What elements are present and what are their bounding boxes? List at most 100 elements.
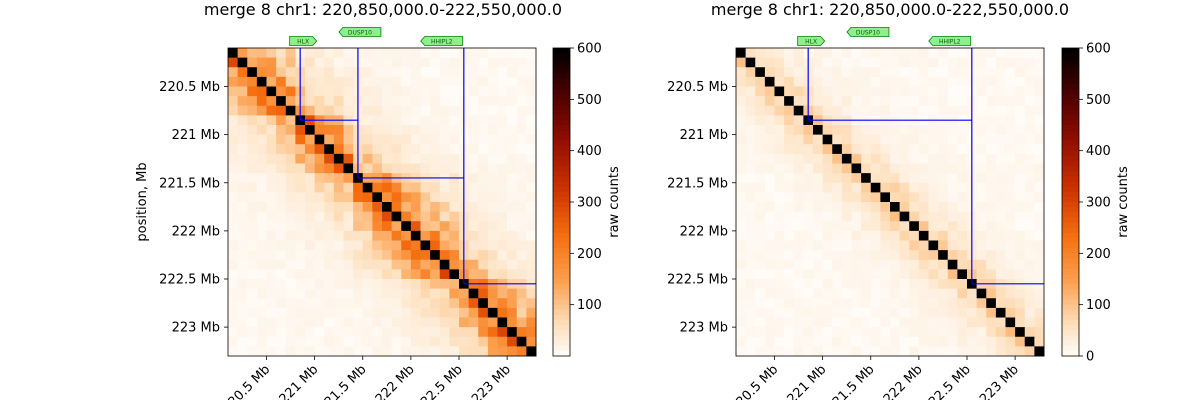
heatmap-cell [736,48,747,59]
heatmap-cell [237,144,248,155]
heatmap-cell [228,57,239,68]
heatmap-cell [832,307,843,318]
colorbar-tick-label: 400 [1086,144,1111,159]
heatmap-cell [918,144,929,155]
heatmap-cell [870,163,881,174]
heatmap-cell [764,269,775,280]
heatmap-cell [439,221,450,232]
heatmap-cell [1034,211,1045,222]
heatmap-cell [957,48,968,59]
colorbar-segment [1062,119,1079,126]
heatmap-cell [497,182,508,193]
heatmap-cell [324,346,335,357]
heatmap-cell [478,182,489,193]
heatmap-cell [487,86,498,97]
heatmap-cell [976,259,987,270]
heatmap-cell [305,307,316,318]
gene-label: DUSP10 [856,29,880,36]
heatmap-cell [333,230,344,241]
heatmap-cell [276,259,287,270]
heatmap-cell [764,76,775,87]
heatmap-cell [764,115,775,126]
heatmap-cell [841,144,852,155]
heatmap-cell [841,230,852,241]
heatmap-cell [497,48,508,59]
heatmap-cell [401,57,412,68]
heatmap-cell [736,192,747,203]
heatmap-cell [372,96,383,107]
heatmap-cell [449,288,460,299]
heatmap-cell [736,57,747,68]
gene-label: HHIPL2 [431,38,453,45]
heatmap-cell [841,57,852,68]
colorbar-segment [1062,78,1079,85]
heatmap-cell [228,134,239,145]
heatmap-cell [372,57,383,68]
heatmap-cell [516,153,527,164]
heatmap-cell [1034,86,1045,97]
heatmap-cell [247,144,258,155]
heatmap-cell [938,67,949,78]
heatmap-cell [285,250,296,261]
heatmap-cell [343,125,354,136]
heatmap-cell [401,211,412,222]
heatmap-cell [899,230,910,241]
heatmap-cell [832,288,843,299]
heatmap-cell [947,48,958,59]
colorbar-tick-label: 0 [1086,350,1094,365]
heatmap-cell [362,76,373,87]
heatmap-cell [401,307,412,318]
heatmap-cell [870,134,881,145]
heatmap-cell [976,153,987,164]
heatmap-cell [507,346,518,357]
heatmap-cell [516,336,527,347]
heatmap-cell [774,173,785,184]
colorbar-segment [553,232,570,239]
heatmap-cell [1015,288,1026,299]
heatmap-cell [314,192,325,203]
heatmap-cell [324,259,335,270]
heatmap-cell [487,182,498,193]
heatmap-cell [410,317,421,328]
heatmap-cell [478,76,489,87]
heatmap-cell [526,259,537,270]
heatmap-cell [784,76,795,87]
heatmap-cell [1024,221,1035,232]
heatmap-cell [285,259,296,270]
heatmap-cell [497,317,508,328]
heatmap-cell [745,67,756,78]
heatmap-cell [822,96,833,107]
heatmap-cell [986,211,997,222]
heatmap-cell [324,317,335,328]
heatmap-cell [333,279,344,290]
heatmap-cell [957,269,968,280]
heatmap-cell [880,86,891,97]
heatmap-cell [890,182,901,193]
heatmap-cell [372,76,383,87]
heatmap-cell [822,182,833,193]
heatmap-cell [391,153,402,164]
heatmap-cell [439,211,450,222]
heatmap-cell [1015,115,1026,126]
heatmap-cell [382,250,393,261]
heatmap-cell [487,211,498,222]
heatmap-cell [774,221,785,232]
heatmap-cell [784,240,795,251]
heatmap-cell [841,259,852,270]
heatmap-cell [813,298,824,309]
heatmap-cell [324,279,335,290]
heatmap-cell [1034,134,1045,145]
heatmap-cell [745,115,756,126]
heatmap-cell [813,182,824,193]
heatmap-cell [314,336,325,347]
heatmap-cell [774,134,785,145]
heatmap-cell [324,192,335,203]
heatmap-cell [947,67,958,78]
heatmap-cell [909,105,920,116]
heatmap-cell [918,67,929,78]
heatmap-cell [841,76,852,87]
heatmap-cell [247,288,258,299]
heatmap-cell [851,134,862,145]
heatmap-cell [507,96,518,107]
